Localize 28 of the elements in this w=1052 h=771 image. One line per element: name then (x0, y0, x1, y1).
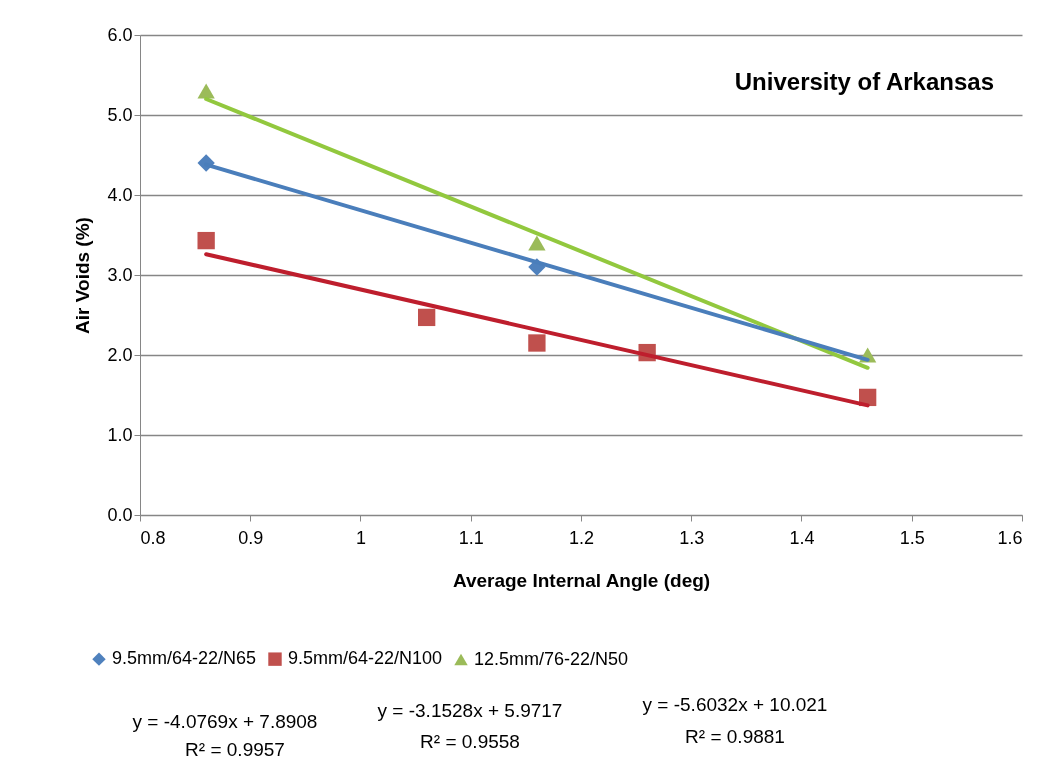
x-axis-title: Average Internal Angle (deg) (452, 569, 711, 591)
text: R² = 0.9881 (685, 726, 785, 747)
text: University of Arkansas (734, 68, 994, 95)
legend-label: 9.5mm/64-22/N65 (112, 648, 257, 669)
y-tick-label: 1.0 (107, 424, 133, 445)
y-tick-label: 2.0 (107, 344, 133, 365)
y-tick-label: 0.0 (107, 504, 133, 525)
y-tick-label: 6.0 (107, 24, 133, 45)
y-tick-label: 3.0 (107, 264, 133, 285)
text: y = -3.1528x + 5.9717 (377, 700, 563, 721)
x-tick-label: 1.6 (997, 527, 1023, 548)
x-tick-label: 1 (355, 527, 367, 548)
text: R² = 0.9957 (185, 739, 285, 760)
x-tick-label: 1.2 (568, 527, 595, 548)
x-tick-label: 1.3 (679, 527, 705, 548)
x-tick-label: 1.1 (458, 527, 484, 548)
y-axis-title: Air Voids (%) (72, 217, 94, 334)
y-tick-label: 4.0 (107, 184, 133, 205)
legend-label: 9.5mm/64-22/N100 (288, 648, 443, 669)
x-tick-label: 1.5 (899, 527, 925, 548)
legend-label: 12.5mm/76-22/N50 (474, 648, 629, 669)
y-tick-label: 5.0 (107, 104, 133, 125)
text: y = -5.6032x + 10.021 (642, 694, 828, 715)
text: R² = 0.9558 (420, 731, 520, 752)
x-tick-label: 1.4 (789, 527, 815, 548)
x-tick-label: 0.9 (238, 527, 264, 548)
text: y = -4.0769x + 7.8908 (132, 711, 318, 732)
x-tick-label: 0.8 (140, 527, 166, 548)
